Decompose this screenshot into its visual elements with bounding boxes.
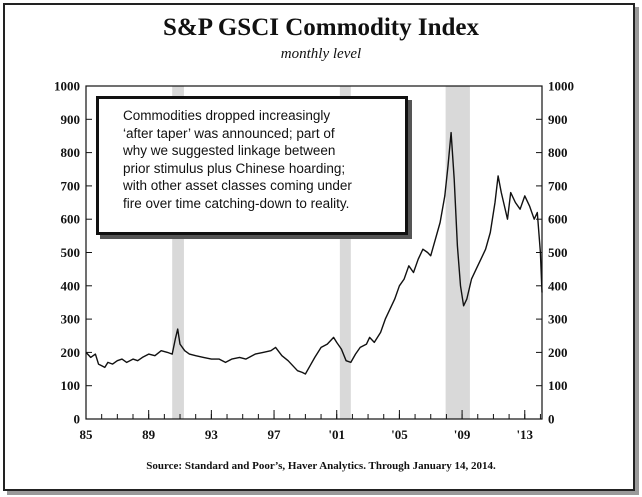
y-tick-label-right: 0 bbox=[548, 412, 555, 427]
y-tick-label-right: 400 bbox=[548, 278, 568, 293]
y-tick-label-right: 200 bbox=[548, 345, 568, 360]
y-tick-label-left: 600 bbox=[61, 212, 81, 227]
chart-frame bbox=[3, 3, 635, 491]
recession-band bbox=[172, 86, 184, 419]
y-tick-label-right: 500 bbox=[548, 245, 568, 260]
y-tick-label-right: 100 bbox=[548, 378, 568, 393]
chart-source: Source: Standard and Poor’s, Haver Analy… bbox=[146, 460, 496, 472]
y-tick-label-right: 800 bbox=[548, 145, 568, 160]
x-tick-label: 97 bbox=[268, 427, 282, 442]
y-tick-label-right: 600 bbox=[548, 212, 568, 227]
y-tick-label-left: 800 bbox=[61, 145, 81, 160]
y-tick-label-right: 300 bbox=[548, 312, 568, 327]
y-tick-label-left: 0 bbox=[74, 412, 81, 427]
x-tick-label: '01 bbox=[328, 427, 345, 442]
x-tick-label: 93 bbox=[205, 427, 219, 442]
y-tick-label-left: 700 bbox=[61, 178, 81, 193]
x-tick-label: '09 bbox=[454, 427, 471, 442]
annotation-box: Commodities dropped increasingly ‘after … bbox=[96, 96, 408, 235]
y-tick-label-left: 200 bbox=[61, 345, 81, 360]
annotation-line: why we suggested linkage between bbox=[123, 143, 336, 158]
y-tick-label-right: 900 bbox=[548, 112, 568, 127]
x-tick-label: 85 bbox=[80, 427, 94, 442]
series-line bbox=[85, 131, 543, 375]
recession-band bbox=[339, 86, 351, 419]
y-tick-label-left: 1000 bbox=[54, 79, 80, 94]
chart-title: S&P GSCI Commodity Index bbox=[162, 14, 479, 41]
x-tick-label: 89 bbox=[142, 427, 156, 442]
y-tick-label-left: 400 bbox=[61, 278, 81, 293]
y-tick-label-left: 100 bbox=[61, 378, 81, 393]
x-tick-label: '05 bbox=[391, 427, 408, 442]
x-tick-label: '13 bbox=[516, 427, 533, 442]
annotation-line: ‘after taper’ was announced; part of bbox=[123, 125, 335, 141]
annotation-line: fire over time catching-down to reality. bbox=[123, 195, 350, 211]
y-tick-label-left: 300 bbox=[61, 312, 81, 327]
y-tick-label-left: 500 bbox=[61, 245, 81, 260]
y-tick-label-right: 700 bbox=[548, 178, 568, 193]
annotation-line: prior stimulus plus Chinese hoarding; bbox=[123, 160, 346, 176]
chart-subtitle: monthly level bbox=[280, 46, 362, 62]
annotation-line: Commodities dropped increasingly bbox=[123, 108, 331, 123]
y-tick-label-right: 1000 bbox=[548, 79, 574, 94]
y-tick-label-left: 900 bbox=[61, 112, 81, 127]
annotation-line: with other asset classes coming under bbox=[123, 178, 352, 193]
